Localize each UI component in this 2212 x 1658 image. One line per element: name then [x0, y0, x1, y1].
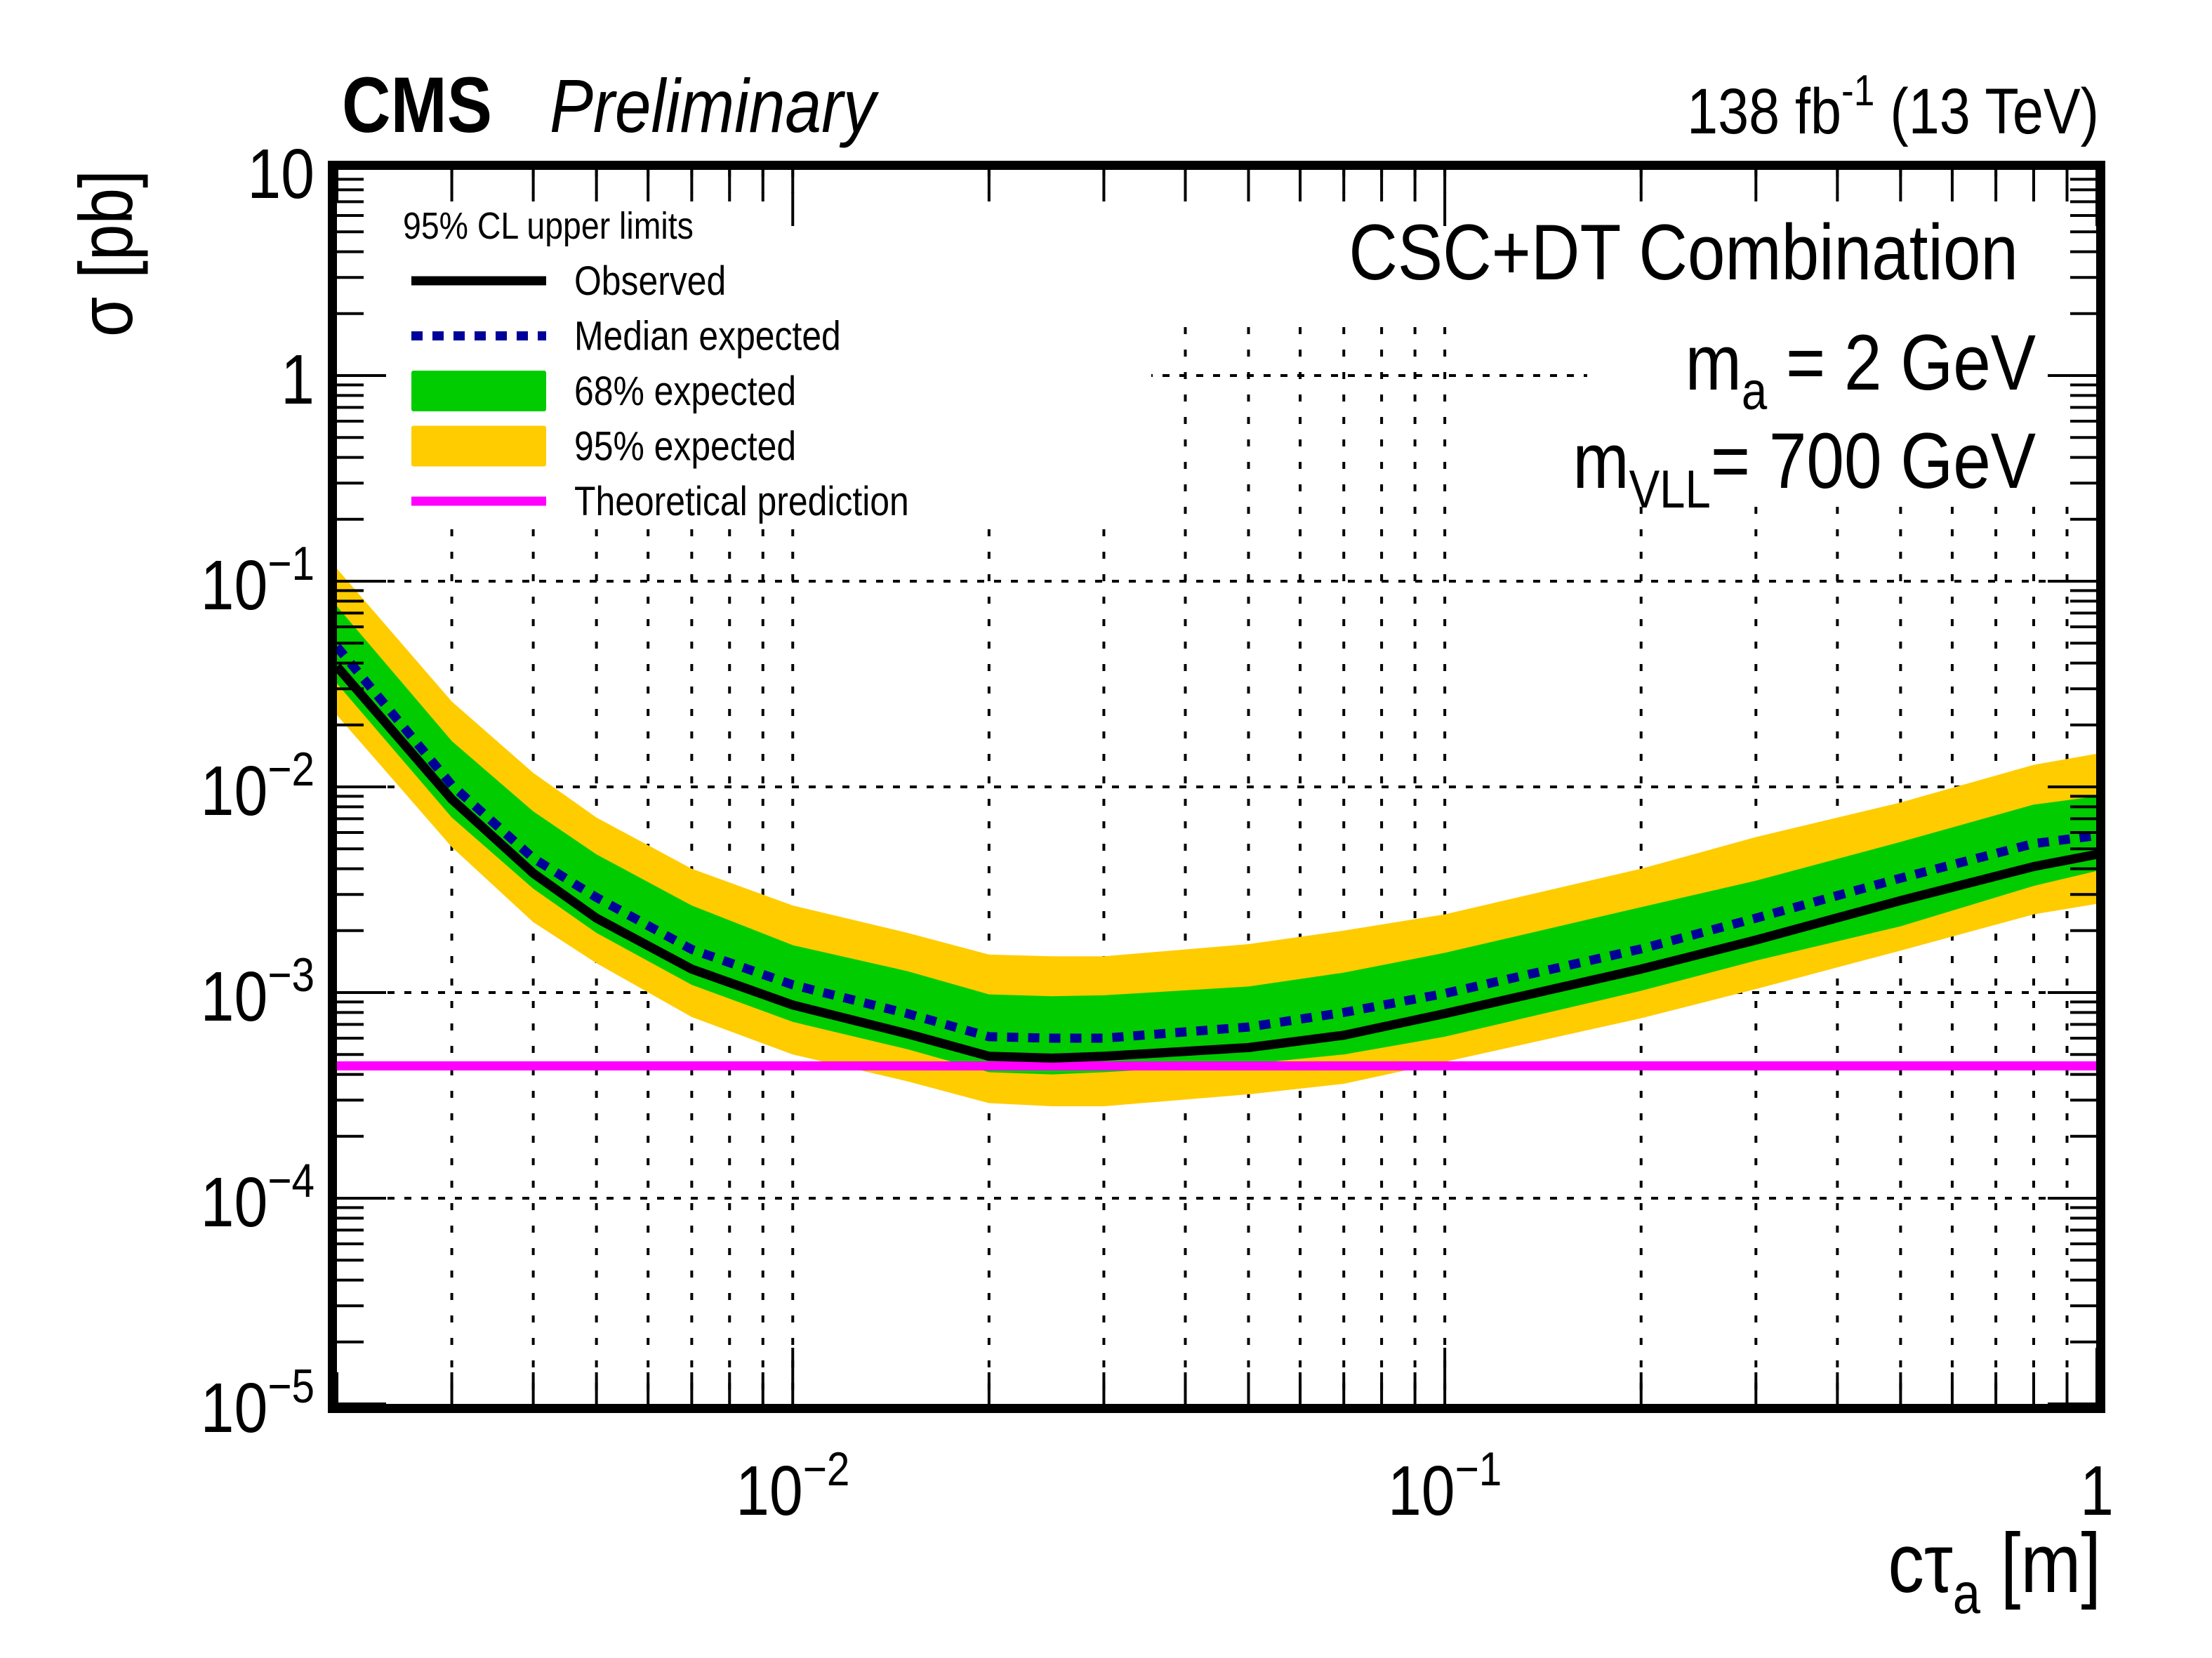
x-tick-label-exponent: −2 — [803, 1443, 850, 1496]
y-tick-label-exponent: −1 — [267, 538, 314, 590]
mass-a-subscript: a — [1742, 362, 1768, 421]
y-tick-label-base: 10 — [201, 957, 268, 1036]
y-tick-label-base: 1 — [281, 340, 314, 419]
y-tick-label: 10−4 — [201, 1155, 314, 1241]
median-expected-line — [333, 644, 2098, 1043]
legend-box — [337, 193, 1151, 529]
y-tick-label-text: 10−4 — [201, 1155, 314, 1241]
legend: 95% CL upper limits Observed Median expec… — [403, 204, 909, 524]
legend-swatch-95 — [411, 425, 546, 467]
y-tick-label-text: 10−2 — [201, 743, 314, 830]
mass-label-box — [1587, 317, 2097, 492]
legend-label: Theoretical prediction — [574, 479, 909, 524]
x-tick-label-text: 10−1 — [1388, 1443, 1502, 1530]
y-tick-label: 10−3 — [201, 949, 314, 1035]
y-tick-label-base: 10 — [201, 1163, 268, 1242]
y-tick-label-base: 10 — [247, 135, 314, 213]
legend-label-group: Observed — [574, 259, 726, 304]
x-tick-label-base: 1 — [2080, 1452, 2114, 1530]
svg-text:mVLL= 700 GeV: mVLL= 700 GeV — [1572, 417, 2036, 519]
x-tick-label-exponent: −1 — [1455, 1443, 1502, 1496]
legend-label-group: 95% expected — [574, 424, 796, 469]
y-tick-label: 10 — [247, 135, 314, 213]
legend-entry: 68% expected — [411, 369, 796, 414]
mass-vll-value: = 700 GeV — [1711, 417, 2036, 505]
y-tick-label: 10−2 — [201, 743, 314, 830]
y-tick-label-base: 10 — [201, 1369, 268, 1447]
x-tick-label: 10−2 — [736, 1443, 849, 1530]
energy-label: (13 TeV) — [1890, 75, 2099, 147]
legend-label: Median expected — [574, 314, 841, 359]
observed-line — [333, 663, 2098, 1063]
y-tick-label-text: 10−1 — [201, 538, 314, 624]
lumi-label: 138 fb-1 (13 TeV) — [1687, 67, 2099, 147]
y-tick-label-text: 10−3 — [201, 949, 314, 1035]
legend-entry: Observed — [411, 259, 726, 304]
mass-vll-symbol: m — [1572, 417, 1629, 505]
legend-label-group: Theoretical prediction — [574, 479, 909, 524]
y-tick-label-exponent: −5 — [267, 1360, 314, 1413]
legend-entry: 95% expected — [411, 424, 796, 469]
y-tick-label-exponent: −4 — [267, 1155, 314, 1207]
band-68-expected — [337, 606, 2097, 1075]
y-tick-label-text: 10 — [247, 135, 314, 213]
y-tick-label-base: 10 — [201, 546, 268, 625]
legend-swatch-68 — [411, 371, 546, 411]
lines — [333, 644, 2098, 1070]
svg-text:ma = 2 GeV: ma = 2 GeV — [1686, 319, 2037, 421]
y-tick-label: 10−5 — [201, 1360, 314, 1447]
analysis-label-group: CSC+DT Combination — [1349, 208, 2018, 296]
mass-a-label: ma = 2 GeV — [1686, 319, 2037, 421]
x-tick-label-text: 10−2 — [736, 1443, 849, 1530]
y-tick-label-exponent: −2 — [267, 743, 314, 796]
legend-header: 95% CL upper limits — [403, 204, 694, 247]
x-axis-title-unit: [m] — [1980, 1516, 2101, 1610]
bands — [337, 569, 2097, 1106]
legend-label: 68% expected — [574, 369, 796, 414]
y-tick-label: 10−1 — [201, 538, 314, 624]
text-boxes — [337, 193, 2097, 529]
legend-label: 95% expected — [574, 424, 796, 469]
y-tick-label: 1 — [281, 340, 314, 419]
y-axis-title: σ [pb] — [64, 170, 148, 337]
x-tick-label-base: 10 — [736, 1452, 803, 1530]
x-tick-label-base: 10 — [1388, 1452, 1455, 1530]
preliminary-label: Preliminary — [550, 64, 880, 148]
x-tick-label: 10−1 — [1388, 1443, 1502, 1530]
plot-frame — [328, 161, 2105, 1413]
mass-a-symbol: m — [1686, 319, 1742, 406]
legend-entry: Theoretical prediction — [411, 479, 909, 524]
mass-vll-subscript: VLL — [1629, 460, 1711, 519]
cms-label: CMS — [342, 61, 492, 149]
svg-text:cτa [m]: cτa [m] — [1888, 1516, 2101, 1626]
x-tick-label-text: 1 — [2080, 1452, 2114, 1530]
svg-text:138 fb-1 (13 TeV): 138 fb-1 (13 TeV) — [1687, 67, 2099, 147]
legend-label-group: 68% expected — [574, 369, 796, 414]
lumi-prefix: 138 fb — [1687, 75, 1841, 147]
lumi-exponent: -1 — [1841, 67, 1874, 115]
x-axis-title-subscript: a — [1953, 1562, 1981, 1626]
x-axis-title-main: cτ — [1888, 1516, 1952, 1610]
legend-entry: Median expected — [411, 314, 841, 359]
y-axis-title-text: σ [pb] — [64, 170, 148, 337]
x-tick-label: 1 — [2080, 1452, 2114, 1530]
legend-label-group: Median expected — [574, 314, 841, 359]
mass-vll-label: mVLL= 700 GeV — [1572, 417, 2036, 519]
x-axis-title: cτa [m] — [1888, 1516, 2101, 1626]
y-tick-label-text: 1 — [281, 340, 314, 419]
legend-label: Observed — [574, 259, 726, 304]
mass-a-value: = 2 GeV — [1767, 319, 2036, 406]
y-tick-label-exponent: −3 — [267, 949, 314, 1002]
y-tick-label-base: 10 — [201, 752, 268, 830]
analysis-label: CSC+DT Combination — [1349, 208, 2018, 296]
analysis-label-box — [1151, 193, 2097, 317]
x-tick-labels: 10−2 10−1 1 — [736, 1443, 2114, 1530]
y-tick-label-text: 10−5 — [201, 1360, 314, 1447]
